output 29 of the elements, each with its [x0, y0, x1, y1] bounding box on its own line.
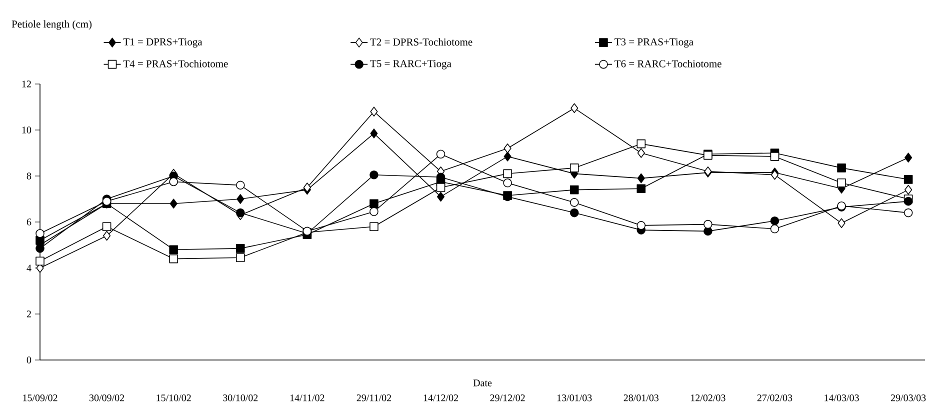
x-axis-title: Date — [473, 380, 492, 386]
legend-label: T3 = PRAS+Tioga — [614, 38, 694, 48]
legend-label: T5 = RARC+Tioga — [370, 60, 452, 70]
x-tick-label: 29/11/02 — [356, 394, 392, 402]
x-tick-label: 14/03/03 — [824, 394, 859, 402]
x-tick-label: 27/02/03 — [757, 394, 792, 402]
y-tick-label: 12 — [22, 80, 31, 88]
x-tick-label: 14/12/02 — [424, 394, 458, 402]
y-tick-label: 10 — [22, 126, 32, 134]
y-tick-label: 8 — [26, 172, 32, 180]
y-axis-title: Petiole length (cm) — [12, 20, 92, 30]
x-tick-label: 12/02/03 — [691, 394, 726, 402]
legend-label: T6 = RARC+Tochiotome — [614, 60, 722, 68]
x-tick-label: 30/10/02 — [223, 394, 258, 402]
x-tick-label: 29/03/03 — [890, 394, 926, 402]
x-tick-label: 13/01/03 — [557, 394, 592, 402]
y-tick-label: 2 — [26, 310, 31, 318]
y-tick-label: 0 — [26, 356, 32, 364]
x-tick-label: 15/09/02 — [23, 394, 58, 402]
x-tick-label: 29/12/02 — [490, 394, 525, 402]
legend-label: T2 = DPRS-Tochiotome — [370, 38, 472, 46]
legend-label: T1 = DPRS+Tioga — [123, 38, 202, 48]
y-tick-label: 6 — [26, 218, 32, 226]
x-tick-label: 15/10/02 — [156, 394, 191, 402]
x-tick-label: 28/01/03 — [624, 394, 659, 402]
legend-label: T4 = PRAS+Tochiotome — [123, 60, 228, 68]
x-tick-label: 30/09/02 — [90, 394, 124, 402]
y-tick-label: 4 — [26, 264, 32, 272]
x-tick-label: 14/11/02 — [290, 394, 324, 402]
